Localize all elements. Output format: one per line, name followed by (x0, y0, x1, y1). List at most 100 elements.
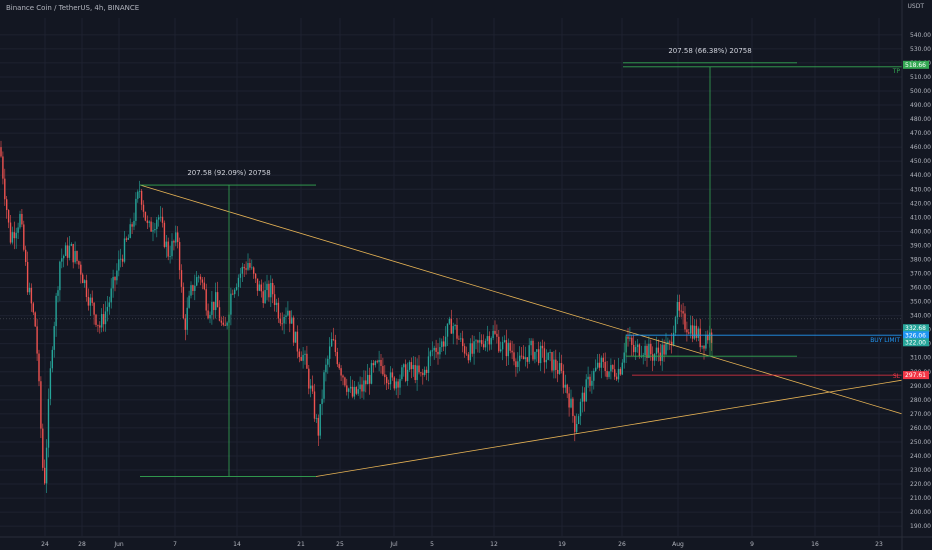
tp-price-tag: 518.66 (905, 62, 926, 69)
candle-body (184, 318, 186, 330)
candle-body (657, 347, 660, 353)
y-tick-label: 540.00 (910, 32, 931, 39)
candle-body (49, 368, 52, 399)
candle-body (424, 369, 426, 375)
x-tick-label: 14 (233, 541, 241, 548)
candle-body (78, 261, 80, 265)
candle-body (441, 341, 443, 348)
candle-body (61, 258, 63, 262)
candle-body (93, 302, 95, 315)
candle-body (374, 361, 376, 366)
y-tick-label: 280.00 (910, 397, 931, 404)
current-price-tag-b-bg (903, 331, 929, 340)
y-tick-label: 200.00 (910, 509, 931, 516)
candle-body (108, 302, 110, 307)
candle-body (85, 280, 88, 297)
candle-body (287, 310, 289, 316)
candle-body (171, 241, 173, 257)
candle-body (346, 385, 348, 392)
y-tick-label: 410.00 (910, 214, 931, 221)
candle-body (272, 282, 274, 295)
candle-body (80, 264, 82, 275)
candle-body (133, 220, 135, 227)
candle-body (653, 354, 656, 361)
y-tick-label: 370.00 (910, 270, 931, 277)
candle-body (458, 338, 460, 340)
candle-body (384, 374, 386, 378)
candle-body (110, 288, 112, 303)
x-tick-label: 19 (558, 541, 566, 548)
x-tick-label: 28 (78, 541, 86, 548)
candle-body (199, 276, 202, 280)
sl-price-tag-bg (903, 371, 929, 380)
candle-body (127, 237, 129, 240)
x-tick-label: 24 (41, 541, 49, 548)
candle-body (612, 365, 614, 370)
candle-body (4, 178, 6, 200)
candle-body (258, 284, 261, 291)
candle-body (420, 372, 422, 374)
candle-body (270, 282, 272, 298)
candle-body (68, 245, 71, 258)
candle-body (452, 326, 454, 334)
candle-body (45, 447, 48, 484)
candle-body (462, 338, 464, 347)
candle-body (72, 244, 74, 263)
candle-body (87, 296, 90, 306)
candle-body (669, 341, 671, 343)
candle-body (473, 341, 475, 354)
y-tick-label: 530.00 (910, 46, 931, 53)
candle-body (21, 213, 23, 225)
candle-body (279, 318, 281, 324)
candle-body (351, 386, 354, 397)
candle-body (348, 388, 350, 392)
candle-body (260, 284, 262, 292)
candle-body (408, 362, 411, 370)
candle-body (357, 389, 359, 394)
candle-body (422, 372, 424, 375)
candle-body (298, 351, 300, 357)
candle-body (19, 213, 21, 228)
candle-body (226, 322, 228, 326)
candle-body (507, 342, 509, 357)
candle-body (652, 354, 654, 361)
candle-body (101, 314, 103, 328)
candle-body (429, 351, 432, 357)
candle-body (114, 276, 116, 281)
candle-body (275, 302, 278, 306)
current-price-tag-c-bg (903, 338, 929, 347)
candle-body (329, 346, 331, 359)
candle-body (617, 368, 620, 380)
candle-body (587, 376, 589, 380)
candle-body (44, 467, 46, 484)
current-price-tag-b: 326.06 (905, 332, 926, 339)
y-tick-label: 230.00 (910, 467, 931, 474)
candle-body (336, 351, 338, 365)
x-tick-label: Jun (113, 541, 124, 548)
candle-body (205, 289, 207, 311)
currency-label: USDT (907, 3, 925, 10)
y-tick-label: 400.00 (910, 228, 931, 235)
candle-body (564, 384, 566, 388)
candle-body (545, 359, 547, 363)
y-tick-label: 250.00 (910, 439, 931, 446)
candle-body (636, 344, 639, 348)
candle-body (89, 297, 91, 306)
candle-body (273, 294, 276, 306)
candle-body (234, 289, 236, 295)
candle-body (638, 344, 641, 357)
candle-body (391, 372, 394, 378)
candle-body (471, 343, 473, 354)
candle-body (123, 238, 126, 262)
candle-body (593, 370, 595, 381)
candle-body (218, 307, 221, 321)
candle-body (285, 315, 287, 317)
x-tick-label: 5 (430, 541, 434, 548)
candle-body (55, 295, 57, 327)
candle-body (342, 375, 344, 378)
candle-body (450, 318, 452, 334)
candle-body (519, 355, 521, 362)
candle-body (682, 311, 684, 314)
